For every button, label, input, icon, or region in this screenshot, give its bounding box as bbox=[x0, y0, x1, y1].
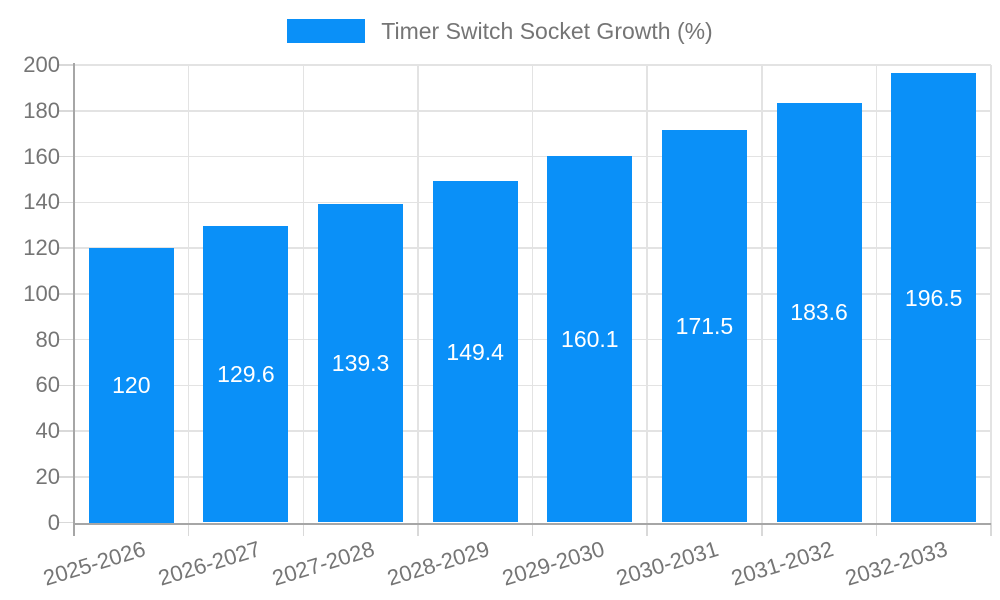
x-axis-tick-label: 2028-2029 bbox=[384, 536, 493, 591]
bar-value-label: 171.5 bbox=[675, 313, 734, 340]
bar-value-label: 129.6 bbox=[217, 361, 275, 388]
legend[interactable]: Timer Switch Socket Growth (%) bbox=[0, 18, 1000, 44]
y-axis-tick bbox=[57, 293, 74, 295]
bar[interactable]: 129.6 bbox=[203, 226, 289, 523]
gridline-vertical bbox=[187, 65, 190, 523]
bar[interactable]: 149.4 bbox=[432, 180, 518, 523]
y-axis-tick bbox=[57, 430, 74, 432]
y-axis-tick bbox=[57, 476, 74, 478]
bar-value-label: 120 bbox=[112, 372, 151, 399]
legend-label: Timer Switch Socket Growth (%) bbox=[381, 18, 713, 44]
y-axis-tick-label: 80 bbox=[35, 326, 60, 352]
bar-value-label: 183.6 bbox=[790, 299, 848, 326]
x-axis-tick-label: 2030-2031 bbox=[613, 536, 722, 591]
bar[interactable]: 183.6 bbox=[776, 102, 862, 523]
bar-value-label: 160.1 bbox=[561, 326, 619, 353]
bar-value-label: 139.3 bbox=[331, 350, 390, 377]
x-axis-tick bbox=[646, 522, 648, 536]
x-axis-tick bbox=[73, 522, 75, 536]
y-axis-tick bbox=[57, 338, 74, 341]
gridline-vertical bbox=[875, 65, 878, 523]
x-axis-tick bbox=[531, 522, 534, 536]
bar-value-label: 149.4 bbox=[446, 338, 504, 365]
y-axis-tick-label: 160 bbox=[23, 143, 60, 169]
bar[interactable]: 196.5 bbox=[891, 73, 977, 523]
y-axis-tick-label: 0 bbox=[47, 509, 60, 535]
x-axis-line bbox=[72, 522, 991, 525]
x-axis-tick bbox=[417, 522, 419, 536]
y-axis-tick bbox=[57, 521, 74, 524]
y-axis-tick-label: 140 bbox=[23, 189, 60, 215]
bar[interactable]: 120 bbox=[88, 248, 174, 523]
x-axis-tick-label: 2029-2030 bbox=[498, 536, 607, 591]
x-axis-tick-label: 2027-2028 bbox=[269, 536, 378, 591]
gridline-vertical bbox=[761, 65, 763, 523]
gridline-vertical bbox=[646, 65, 648, 523]
y-axis-tick bbox=[57, 64, 74, 66]
bar[interactable]: 139.3 bbox=[318, 203, 404, 523]
y-axis-tick bbox=[57, 201, 74, 203]
y-axis-line bbox=[72, 63, 75, 525]
gridline-vertical bbox=[531, 65, 534, 523]
y-axis-tick-label: 20 bbox=[35, 463, 60, 489]
x-axis-tick bbox=[302, 522, 304, 536]
y-axis-tick-label: 40 bbox=[35, 418, 60, 443]
x-axis-tick-label: 2031-2032 bbox=[728, 536, 837, 591]
x-axis-tick-label: 2025-2026 bbox=[40, 536, 149, 591]
bar[interactable]: 160.1 bbox=[547, 156, 633, 523]
bar-value-label: 196.5 bbox=[904, 284, 963, 311]
x-axis-tick-label: 2032-2033 bbox=[842, 536, 951, 591]
y-axis-tick-label: 100 bbox=[23, 280, 60, 306]
x-axis-tick-label: 2026-2027 bbox=[155, 536, 263, 591]
x-axis-tick bbox=[761, 522, 763, 536]
y-axis-tick bbox=[57, 384, 74, 386]
x-axis-tick bbox=[875, 522, 878, 536]
x-axis-tick bbox=[990, 522, 992, 536]
y-axis-tick-label: 180 bbox=[23, 97, 60, 123]
gridline-vertical bbox=[302, 65, 304, 523]
y-axis-tick-label: 120 bbox=[23, 235, 60, 260]
gridline-vertical bbox=[417, 65, 419, 523]
legend-swatch-icon bbox=[287, 19, 366, 43]
y-axis-tick bbox=[57, 247, 74, 249]
y-axis-tick-label: 200 bbox=[23, 52, 60, 77]
y-axis-tick-label: 60 bbox=[35, 372, 60, 398]
gridline-vertical bbox=[990, 65, 992, 523]
y-axis-tick bbox=[57, 110, 74, 112]
bar[interactable]: 171.5 bbox=[661, 130, 747, 523]
x-axis-tick bbox=[187, 522, 190, 536]
y-axis-tick bbox=[57, 155, 74, 158]
